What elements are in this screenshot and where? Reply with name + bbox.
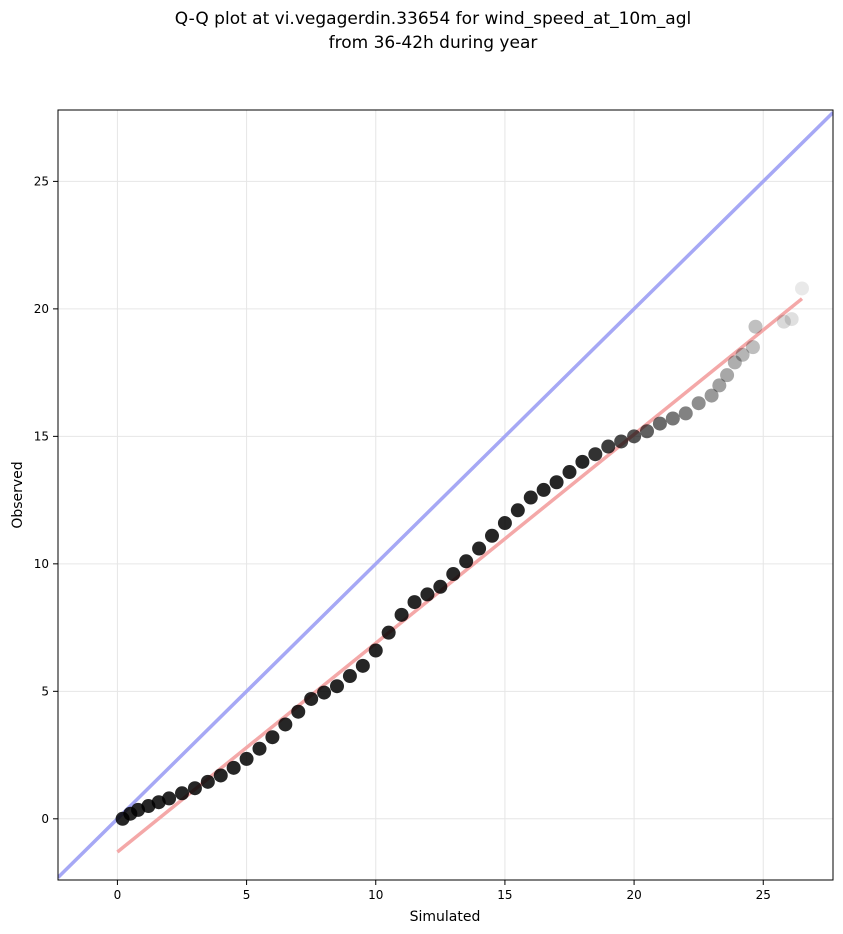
quantile-point [485,528,499,543]
y-tick-label: 5 [41,684,49,698]
axis-ticks: 0 5 10 15 20 25 0 5 10 15 20 25 [34,174,771,902]
quantile-point [627,429,642,444]
quantile-point [720,368,735,383]
quantile-point [433,579,448,594]
y-tick-label: 25 [34,174,49,188]
quantile-point [704,388,719,403]
x-tick-label: 10 [368,888,383,902]
quantile-point [446,567,461,582]
quantile-point [745,340,760,355]
quantile-point [536,482,551,497]
quantile-point [213,768,228,783]
quantile-point [162,791,177,806]
quantile-point [549,475,564,490]
quantile-point [784,312,799,327]
x-tick-label: 20 [626,888,641,902]
quantile-point [420,587,435,602]
quantile-point [523,490,538,505]
quantile-point [575,454,590,469]
quantile-point [748,319,763,334]
quantile-point [776,314,791,329]
quantile-point [407,595,422,610]
identity-line [58,111,833,879]
quantile-point [795,281,809,296]
quantile-point [691,396,706,411]
quantile-point [562,465,577,480]
quantile-points [115,281,809,826]
x-tick-label: 15 [497,888,512,902]
y-tick-label: 20 [34,302,49,316]
quantile-point [175,786,189,801]
y-tick-label: 0 [41,812,49,826]
quantile-point [355,658,370,673]
quantile-point [291,704,306,719]
y-tick-label: 10 [34,557,49,571]
quantile-point [368,643,383,658]
grid-lines [58,110,833,880]
quantile-point [665,411,680,426]
quantile-point [727,355,742,370]
x-tick-label: 5 [243,888,251,902]
quantile-point [342,669,357,684]
quantile-point [735,347,750,362]
reference-lines [58,111,833,879]
x-axis-label: Simulated [410,909,481,925]
quantile-point [459,554,474,569]
x-tick-label: 25 [756,888,771,902]
quantile-point [187,781,202,796]
y-tick-label: 15 [34,429,49,443]
quantile-point [226,760,241,775]
quantile-point [265,730,280,745]
quantile-point [304,691,319,706]
quantile-point [588,447,603,462]
quantile-point [278,717,293,732]
quantile-point [640,424,654,439]
quantile-point [510,503,525,518]
chart-title-line-2: from 36-42h during year [329,33,538,53]
quantile-point [252,741,267,756]
quantile-point [394,607,409,622]
chart-title-line-1: Q-Q plot at vi.vegagerdin.33654 for wind… [175,9,691,29]
quantile-point [678,406,693,421]
quantile-point [317,685,332,700]
quantile-point [652,416,667,431]
quantile-point [200,774,215,789]
quantile-point [712,378,727,393]
quantile-point [239,751,254,766]
quantile-point [381,625,396,640]
quantile-point [472,541,487,556]
plot-frame [57,109,834,881]
y-axis-label: Observed [10,461,26,528]
quantile-point [601,439,616,454]
quantile-point [614,434,629,449]
quantile-point [330,679,344,694]
x-tick-label: 0 [114,888,122,902]
quantile-point [497,516,512,531]
